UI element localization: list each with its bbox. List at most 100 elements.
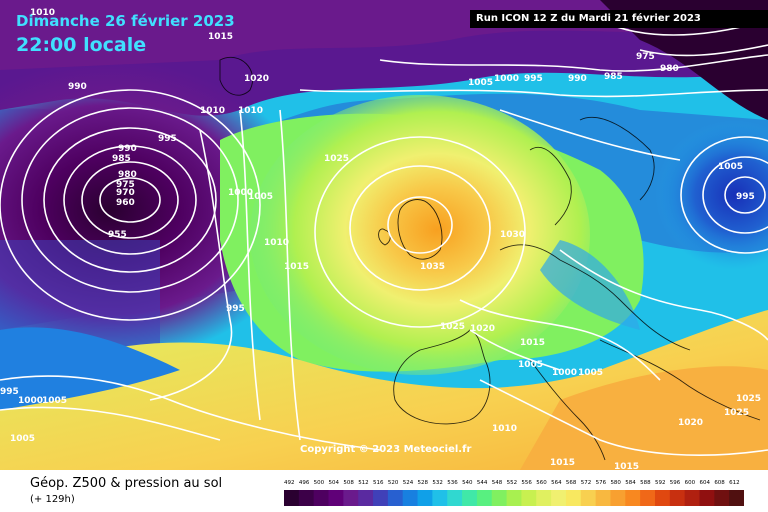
pressure-label: 1025 [440,322,465,332]
colorbar-tick-label: 512 [358,480,369,486]
pressure-label: 990 [118,144,137,154]
pressure-label: 980 [660,64,679,74]
pressure-label: 1010 [492,424,517,434]
colorbar-swatch [358,490,374,506]
colorbar-tick-label: 604 [699,480,710,486]
colorbar-tick-label: 524 [402,480,414,486]
pressure-label: 1015 [520,338,545,348]
colorbar-swatch [595,490,611,506]
colorbar-swatch [491,490,508,506]
colorbar-swatch [447,490,463,506]
pressure-label: 985 [604,72,623,82]
pressure-label: 1010 [200,106,225,116]
pressure-label: 960 [116,198,135,208]
pressure-label: 990 [568,74,587,84]
colorbar-swatch [536,490,552,506]
colorbar-tick-label: 580 [610,480,621,486]
pressure-label: 995 [736,192,755,202]
z500-high-center [250,95,590,375]
pressure-label: 985 [112,154,131,164]
pressure-label: 975 [636,52,655,62]
colorbar-tick-label: 536 [447,480,458,486]
colorbar-swatch [699,490,715,506]
colorbar-swatch [402,490,419,506]
pressure-label: 1030 [500,230,525,240]
z500-colorbar [284,490,744,506]
pressure-label: 1020 [470,324,495,334]
pressure-label: 995 [158,134,177,144]
colorbar-tick-label: 556 [521,480,532,486]
isobars [0,19,768,457]
colorbar-swatch [684,490,700,506]
pressure-label: 1020 [678,418,703,428]
colorbar-tick-label: 564 [551,480,562,486]
pressure-label: 995 [524,74,543,84]
pressure-label: 955 [108,230,127,240]
colorbar-tick-label: 544 [476,480,488,486]
colorbar-tick-label: 540 [462,480,473,486]
map-title: Géop. Z500 & pression au sol [30,476,223,491]
colorbar-tick-label: 576 [595,480,607,486]
pressure-label: 1025 [324,154,349,164]
pressure-label: 1000 [228,188,253,198]
colorbar-swatch [373,490,389,506]
pressure-label: 1005 [718,162,743,172]
pressure-label: 1035 [420,262,445,272]
pressure-label: 995 [0,387,19,397]
colorbar-swatch [565,490,582,506]
pressure-label: 1005 [468,78,493,88]
pressure-label: 970 [116,188,135,198]
z500-warm-southeast [520,366,768,470]
colorbar-swatch [432,490,448,506]
colorbar-tick-label: 508 [343,480,354,486]
pressure-label: 990 [68,82,87,92]
pressure-label: 1015 [208,32,233,42]
colorbar-swatch [640,490,656,506]
colorbar-swatch [476,490,493,506]
colorbar-tick-label: 496 [298,480,310,486]
colorbar-tick-label: 500 [313,480,325,486]
colorbar-swatch [387,490,404,506]
pressure-label: 1025 [736,394,761,404]
pressure-label: 1015 [550,458,575,468]
pressure-label: 1005 [578,368,603,378]
colorbar-swatch [343,490,359,506]
colorbar-tick-label: 596 [669,480,681,486]
pressure-label: 1005 [248,192,273,202]
colorbar-tick-label: 600 [684,480,696,486]
pressure-label: 1000 [18,396,43,406]
colorbar-tick-label: 552 [506,480,518,486]
colorbar-tick-label: 504 [328,480,340,486]
colorbar-swatch [625,490,641,506]
colorbar-swatch [610,490,626,506]
pressure-label: 1020 [244,74,269,84]
run-info-banner: Run ICON 12 Z du Mardi 21 février 2023 [470,10,768,28]
pressure-label: 1000 [494,74,519,84]
colorbar-swatch [521,490,537,506]
pressure-label: 1015 [284,262,309,272]
forecast-lead-time: (+ 129h) [30,494,75,505]
colorbar-tick-label: 568 [565,480,577,486]
colorbar-tick-label: 560 [536,480,547,486]
colorbar-swatch [328,490,344,506]
colorbar-swatch [462,490,478,506]
colorbar-tick-label: 516 [373,480,384,486]
colorbar-swatch [714,490,730,506]
colorbar-swatch [551,490,567,506]
z500-blue-southwest [0,327,180,410]
pressure-label: 1015 [614,462,639,470]
colorbar-swatch [729,490,744,506]
colorbar-swatch [580,490,597,506]
colorbar-swatch [313,490,330,506]
copyright-notice: Copyright © 2023 Meteociel.fr [300,444,472,455]
pressure-label: 1010 [30,8,55,18]
pressure-label: 1005 [518,360,543,370]
colorbar-tick-label: 592 [654,480,666,486]
pressure-label: 1010 [238,106,263,116]
colorbar-tick-label: 588 [640,480,651,486]
colorbar-swatch [298,490,315,506]
colorbar-swatch [654,490,671,506]
